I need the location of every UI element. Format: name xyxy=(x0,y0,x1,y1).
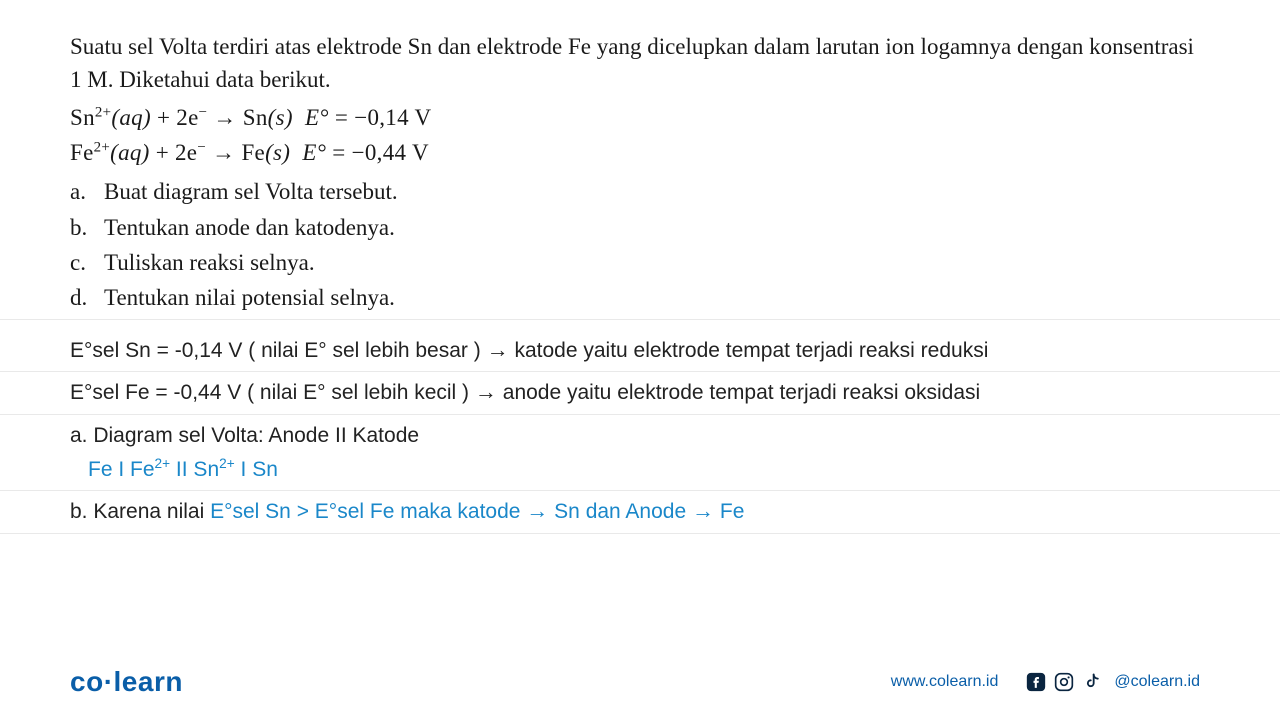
arrow-icon: → xyxy=(487,339,509,361)
eq2-arrow: → xyxy=(206,140,241,165)
eq2-minus: − xyxy=(197,139,206,155)
item-c-text: Tuliskan reaksi selnya. xyxy=(104,246,315,279)
item-a-text: Buat diagram sel Volta tersebut. xyxy=(104,175,398,208)
eq1-state: (s) xyxy=(268,105,293,130)
answer-a-equation: Fe I Fe2+ II Sn2+ I Sn xyxy=(70,452,1210,486)
item-d-text: Tentukan nilai potensial selnya. xyxy=(104,281,395,314)
divider xyxy=(0,533,1280,534)
divider xyxy=(0,414,1280,415)
eq1-val: −0,14 V xyxy=(354,105,431,130)
divider xyxy=(0,319,1280,320)
answer-a-heading: a. Diagram sel Volta: Anode II Katode xyxy=(70,419,1210,452)
divider xyxy=(0,490,1280,491)
eq1-E: E° xyxy=(305,105,329,130)
item-c-label: c. xyxy=(70,246,104,279)
social-icons: @colearn.id xyxy=(1026,672,1200,692)
list-item-d: d. Tentukan nilai potensial selnya. xyxy=(70,281,1210,314)
eq1-rhs: Sn xyxy=(243,105,268,130)
eq1-plus: + 2e xyxy=(151,105,199,130)
eq2-charge: 2+ xyxy=(94,139,111,155)
divider xyxy=(0,371,1280,372)
ans1-p2: katode yaitu elektrode tempat terjadi re… xyxy=(509,339,989,362)
answer-b-line: b. Karena nilai E°sel Sn > E°sel Fe maka… xyxy=(70,495,1210,528)
arrow-icon: → xyxy=(475,381,497,403)
b-blue2: Sn dan Anode xyxy=(548,500,692,523)
item-b-label: b. xyxy=(70,211,104,244)
arrow-icon: → xyxy=(526,500,548,522)
instagram-icon xyxy=(1054,672,1074,692)
item-b-text: Tentukan anode dan katodenya. xyxy=(104,211,395,244)
brand-learn: learn xyxy=(114,666,183,697)
eq2-state: (s) xyxy=(265,140,290,165)
eq1-eq: = xyxy=(329,105,354,130)
tiktok-icon xyxy=(1082,672,1102,692)
b-blue3: Fe xyxy=(714,500,744,523)
eq2-species: Fe xyxy=(70,140,94,165)
eq2-plus: + 2e xyxy=(150,140,198,165)
list-item-c: c. Tuliskan reaksi selnya. xyxy=(70,246,1210,279)
answer-block: E°sel Sn = -0,14 V ( nilai E° sel lebih … xyxy=(70,324,1210,548)
a-eq-2: II Sn xyxy=(170,458,219,481)
eq2-eq: = xyxy=(326,140,351,165)
b-blue1: E°sel Sn > E°sel Fe maka katode xyxy=(210,500,526,523)
social-handle: @colearn.id xyxy=(1114,673,1200,691)
eq2-E: E° xyxy=(302,140,326,165)
eq2-aq: (aq) xyxy=(110,140,150,165)
a-eq-3: I Sn xyxy=(235,458,278,481)
ans2-p2: anode yaitu elektrode tempat terjadi rea… xyxy=(497,381,980,404)
answer-line-1: E°sel Sn = -0,14 V ( nilai E° sel lebih … xyxy=(70,334,1210,367)
eq1-aq: (aq) xyxy=(111,105,151,130)
item-d-label: d. xyxy=(70,281,104,314)
equation-2: Fe2+(aq) + 2e− → Fe(s) E° = −0,44 V xyxy=(70,136,1210,169)
a-eq-1: Fe I Fe xyxy=(88,458,155,481)
ans2-p1: E°sel Fe = -0,44 V ( nilai E° sel lebih … xyxy=(70,381,475,404)
facebook-icon xyxy=(1026,672,1046,692)
site-url: www.colearn.id xyxy=(891,673,999,691)
question-intro: Suatu sel Volta terdiri atas elektrode S… xyxy=(70,30,1210,97)
footer: co·learn www.colearn.id @colearn.id xyxy=(0,666,1280,698)
brand-dot: · xyxy=(104,666,114,697)
eq2-val: −0,44 V xyxy=(352,140,429,165)
eq1-charge: 2+ xyxy=(95,104,112,120)
eq1-arrow: → xyxy=(207,105,242,130)
ans1-p1: E°sel Sn = -0,14 V ( nilai E° sel lebih … xyxy=(70,339,487,362)
brand-logo: co·learn xyxy=(70,666,183,698)
a-eq-sup2: 2+ xyxy=(219,456,235,471)
b-p1: b. Karena nilai xyxy=(70,500,210,523)
eq1-species: Sn xyxy=(70,105,95,130)
a-eq-sup1: 2+ xyxy=(155,456,171,471)
equation-1: Sn2+(aq) + 2e− → Sn(s) E° = −0,14 V xyxy=(70,101,1210,134)
arrow-icon: → xyxy=(692,500,714,522)
question-list: a. Buat diagram sel Volta tersebut. b. T… xyxy=(70,175,1210,314)
brand-co: co xyxy=(70,666,104,697)
list-item-a: a. Buat diagram sel Volta tersebut. xyxy=(70,175,1210,208)
question-block: Suatu sel Volta terdiri atas elektrode S… xyxy=(70,30,1210,315)
answer-line-2: E°sel Fe = -0,44 V ( nilai E° sel lebih … xyxy=(70,376,1210,409)
eq2-rhs: Fe xyxy=(241,140,265,165)
list-item-b: b. Tentukan anode dan katodenya. xyxy=(70,211,1210,244)
item-a-label: a. xyxy=(70,175,104,208)
